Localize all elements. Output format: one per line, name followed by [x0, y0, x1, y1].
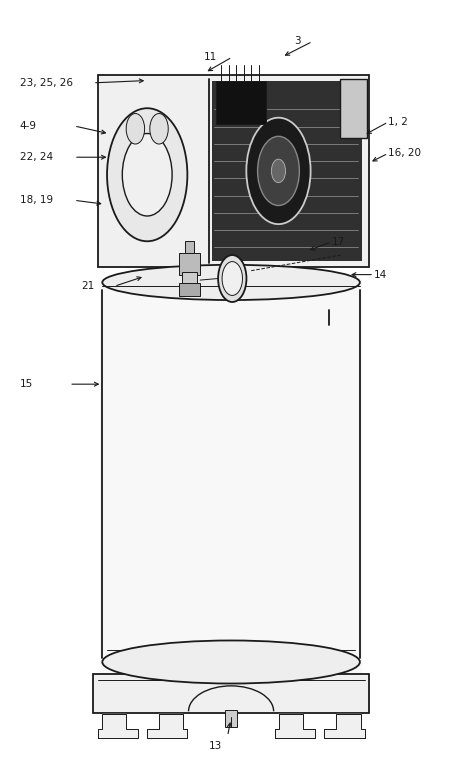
Text: 1, 2: 1, 2 [388, 117, 408, 127]
Text: 18, 19: 18, 19 [19, 195, 53, 205]
Circle shape [218, 255, 246, 302]
Text: 23, 25, 26: 23, 25, 26 [19, 78, 73, 88]
Bar [183, 259, 196, 286]
Polygon shape [275, 714, 315, 738]
Text: 22, 24: 22, 24 [19, 152, 53, 162]
Text: 16, 20: 16, 20 [388, 148, 421, 158]
Bar [217, 81, 266, 124]
Text: 11: 11 [204, 52, 217, 62]
Ellipse shape [102, 641, 360, 684]
Circle shape [257, 136, 300, 205]
Text: 15: 15 [19, 379, 33, 389]
Bar [179, 283, 200, 296]
FancyBboxPatch shape [100, 278, 362, 681]
Polygon shape [98, 714, 138, 738]
Circle shape [126, 114, 145, 144]
Bar [226, 710, 237, 727]
Bar [339, 79, 367, 138]
Bar [182, 272, 197, 286]
Polygon shape [324, 714, 365, 738]
Text: 13: 13 [209, 741, 222, 751]
Text: 4-9: 4-9 [19, 121, 36, 131]
Bar [185, 241, 194, 252]
Circle shape [107, 108, 187, 241]
Bar [179, 252, 200, 274]
Bar [93, 673, 369, 713]
Bar [212, 82, 362, 260]
Bar [98, 75, 369, 267]
Circle shape [150, 114, 168, 144]
Circle shape [246, 118, 310, 224]
Circle shape [272, 159, 285, 183]
Text: 14: 14 [374, 270, 387, 280]
Circle shape [122, 133, 172, 216]
Text: 3: 3 [294, 36, 301, 46]
Text: 17: 17 [331, 237, 345, 247]
Ellipse shape [102, 265, 360, 300]
Polygon shape [147, 714, 187, 738]
Circle shape [222, 262, 243, 296]
Text: 21: 21 [81, 281, 94, 292]
